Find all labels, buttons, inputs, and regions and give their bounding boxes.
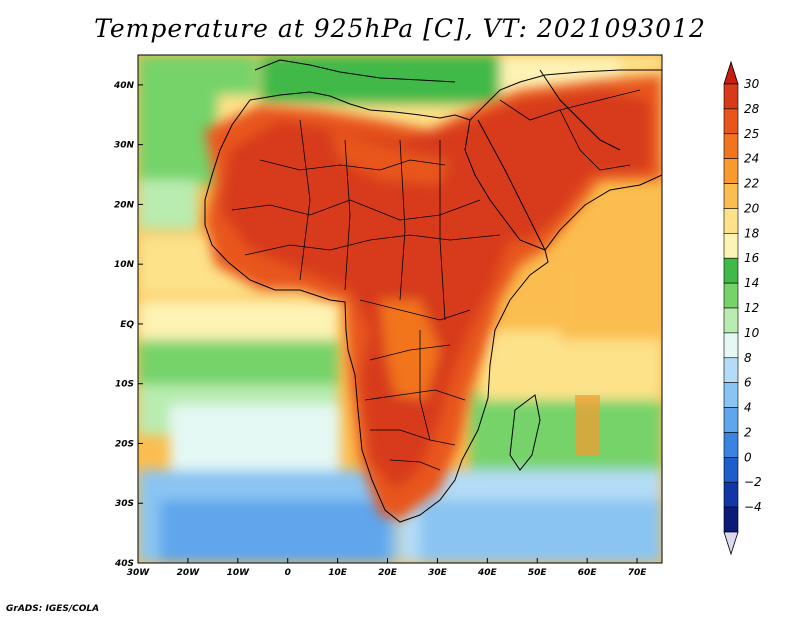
colorbar-label: 20 bbox=[744, 201, 760, 215]
lon-tick-label: 0 bbox=[285, 568, 291, 578]
coastlines bbox=[204, 59, 662, 523]
colorbar-swatch bbox=[723, 481, 739, 508]
lon-tick-label: 40E bbox=[477, 568, 498, 578]
colorbar-label: 14 bbox=[744, 276, 759, 290]
colorbar-label: 6 bbox=[744, 376, 752, 390]
colorbar-label: 24 bbox=[744, 152, 759, 166]
colorbar-label: 0 bbox=[744, 450, 752, 464]
plot-frame bbox=[137, 54, 663, 564]
colorbar-label: 30 bbox=[744, 77, 760, 91]
colorbar-bottom-arrow bbox=[723, 531, 739, 556]
lon-tick-label: 20E bbox=[378, 568, 398, 578]
colorbar-swatch bbox=[723, 183, 739, 209]
colorbar-swatch bbox=[723, 432, 739, 458]
lat-tick-label: 30N bbox=[114, 141, 135, 151]
lat-tick-label: 40S bbox=[114, 559, 134, 569]
colorbar-swatch bbox=[723, 257, 739, 284]
colorbar-label: 25 bbox=[744, 127, 759, 141]
colorbar-label: −2 bbox=[744, 475, 762, 489]
lat-tick-label: 10N bbox=[114, 260, 135, 270]
temperature-field bbox=[138, 55, 662, 563]
lon-tick-label: 50E bbox=[528, 568, 548, 578]
colorbar-label: 2 bbox=[744, 425, 752, 439]
colorbar-label: 4 bbox=[744, 401, 752, 415]
colorbar-label: 12 bbox=[744, 301, 759, 315]
colorbar-swatch bbox=[723, 407, 739, 433]
colorbar-swatch bbox=[723, 208, 739, 234]
colorbar-label: 22 bbox=[744, 177, 759, 191]
longitude-axis: 30W 20W 10W 0 10E 20E 30E 40E 50E 60E 70E bbox=[127, 558, 647, 578]
colorbar-label: 16 bbox=[744, 251, 760, 265]
colorbar-swatch bbox=[723, 83, 739, 110]
latitude-axis: 40N 30N 20N 10N EQ 10S 20S 30S 40S bbox=[113, 81, 143, 569]
lon-tick-label: 10W bbox=[227, 568, 251, 578]
colorbar-swatch bbox=[723, 457, 739, 483]
lon-tick-label: 70E bbox=[628, 568, 648, 578]
colorbar-swatch bbox=[723, 108, 739, 135]
lat-tick-label: EQ bbox=[120, 320, 134, 330]
colorbar-label: 8 bbox=[744, 351, 752, 365]
lat-tick-label: 10S bbox=[115, 380, 134, 390]
lon-tick-label: 30E bbox=[428, 568, 448, 578]
colorbar-label: −4 bbox=[744, 500, 762, 514]
colorbar-label: 28 bbox=[744, 102, 760, 116]
grads-credit: GrADS: IGES/COLA bbox=[6, 604, 100, 614]
lon-tick-label: 60E bbox=[578, 568, 598, 578]
lat-tick-label: 20S bbox=[115, 439, 134, 449]
lat-tick-label: 20N bbox=[114, 200, 135, 210]
colorbar-swatch bbox=[723, 158, 739, 184]
colorbar-swatch bbox=[723, 382, 739, 408]
colorbar-swatch bbox=[723, 282, 739, 309]
colorbar-swatch bbox=[723, 133, 739, 159]
lat-tick-label: 40N bbox=[113, 81, 135, 91]
colorbar-swatch bbox=[723, 357, 739, 383]
colorbar-swatch bbox=[723, 332, 739, 359]
lon-tick-label: 30W bbox=[127, 568, 151, 578]
colorbar-swatch bbox=[723, 506, 739, 533]
colorbar-label: 10 bbox=[744, 326, 760, 340]
colorbar-swatch bbox=[723, 307, 739, 334]
lon-tick-label: 10E bbox=[328, 568, 348, 578]
lat-tick-label: 30S bbox=[115, 499, 134, 509]
map-title: Temperature at 925hPa [C], VT: 202109301… bbox=[94, 14, 706, 43]
colorbar-swatch bbox=[723, 233, 739, 259]
colorbar-label: 18 bbox=[744, 226, 760, 240]
colorbar-top-arrow bbox=[723, 60, 739, 85]
country-borders bbox=[231, 89, 641, 471]
lon-tick-label: 20W bbox=[177, 568, 201, 578]
